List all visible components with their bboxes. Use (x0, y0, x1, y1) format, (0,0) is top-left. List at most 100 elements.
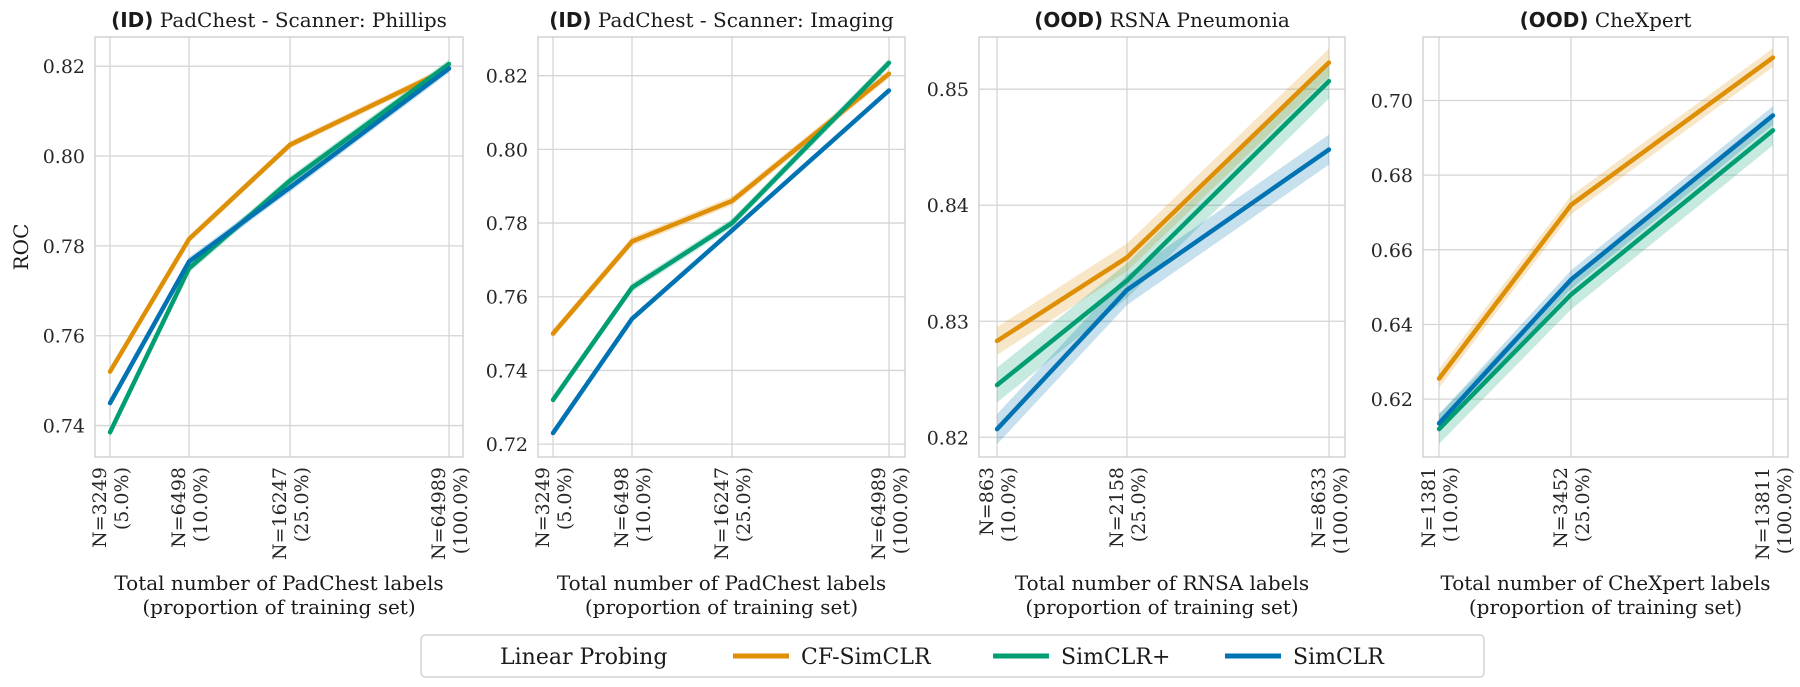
confidence-band-simclr (553, 88, 889, 436)
data-point (1436, 426, 1442, 432)
x-tick-proportion: (10.0%) (998, 467, 1020, 542)
x-tick-count: N=863 (976, 467, 998, 536)
legend-label: SimCLR+ (1061, 645, 1170, 670)
panel-4: 0.620.640.660.680.70N=1381 (10.0%) N=3452(… (1371, 8, 1796, 619)
x-tick-count: N=64989 (428, 467, 450, 560)
x-tick-proportion: (100.0%) (890, 467, 912, 554)
x-tick-proportion: (25.0%) (1128, 467, 1150, 542)
panel-title-text: CheXpert (1589, 8, 1692, 32)
x-tick-label: N=1381 (10.0%) (1418, 467, 1462, 548)
series-line-simclr+ (551, 61, 891, 402)
y-tick-label: 0.74 (43, 416, 85, 438)
plot-frame (1422, 36, 1789, 458)
x-tick-label: N=6498 (10.0%) (168, 467, 212, 548)
x-tick-proportion: (10.0%) (1440, 467, 1462, 542)
panel-3: 0.82 0.83 0.84 0.85 N=863 (10.0%) N=2158 (25.0%… (927, 8, 1352, 619)
data-point (287, 178, 293, 183)
x-tick-label: N=3452 (25.0%) (1550, 467, 1594, 548)
panel-title: (ID) PadChest - Scanner: Imaging (549, 8, 894, 32)
confidence-band-simclr+ (110, 59, 449, 437)
x-tick-proportion: (5.0%) (111, 467, 133, 530)
x-tick-count: N=64989 (868, 467, 890, 560)
data-point (1568, 292, 1574, 297)
data-point (1568, 277, 1574, 282)
x-tick-proportion: (100.0%) (1330, 467, 1352, 554)
x-tick-proportion: (10.0%) (633, 467, 655, 542)
data-point (729, 220, 735, 226)
legend-entry-simclr: SimCLR (1225, 645, 1385, 670)
x-tick-label: N=863 (10.0%) (976, 467, 1020, 542)
data-point (1124, 278, 1130, 283)
legend-entry-simclr+: SimCLR+ (993, 645, 1170, 670)
x-tick-count: N=2158 (1106, 467, 1128, 548)
data-point (629, 239, 635, 244)
y-tick-label: 0.76 (486, 287, 528, 309)
x-tick-label: N=3249 (5.0%) (532, 467, 576, 548)
panel-title: (OOD) RSNA Pneumonia (1034, 8, 1290, 32)
series-line-simclr (108, 66, 451, 405)
legend-label: SimCLR (1293, 645, 1385, 670)
series-line-cf-simclr (551, 72, 891, 336)
data-point (1326, 60, 1332, 65)
x-tick-proportion: (100.0%) (1774, 467, 1796, 554)
confidence-band-simclr (110, 63, 449, 408)
x-tick-count: N=1381 (1418, 467, 1440, 548)
confidence-band-cf-simclr (997, 48, 1329, 355)
y-tick-label: 0.83 (927, 311, 969, 333)
panel-title-text: PadChest - Scanner: Imaging (592, 8, 894, 32)
panel-title-prefix: (OOD) (1034, 8, 1103, 32)
series-line-cf-simclr (1437, 55, 1775, 380)
x-tick-count: N=16247 (711, 467, 733, 560)
y-tick-label: 0.80 (486, 139, 528, 161)
series-line-cf-simclr (108, 66, 450, 373)
plot-frame (537, 36, 906, 458)
data-point (186, 259, 192, 264)
data-point (1124, 287, 1130, 293)
data-point (886, 60, 892, 65)
x-tick-count: N=13811 (1752, 467, 1774, 560)
x-tick-proportion: (25.0%) (1572, 467, 1594, 542)
data-point (1770, 113, 1776, 118)
panel-title: (ID) PadChest - Scanner: Phillips (111, 8, 447, 32)
x-axis-sublabel: (proportion of training set) (1025, 595, 1298, 619)
data-point (1436, 421, 1442, 426)
legend-entry-cf-simclr: CF-SimCLR (733, 645, 932, 670)
panel-title-prefix: (ID) (549, 8, 591, 32)
x-tick-label: N=8633 (100.0%) (1308, 467, 1352, 554)
data-point (629, 316, 635, 322)
data-point (1326, 147, 1332, 152)
legend-label: CF-SimCLR (801, 645, 932, 670)
data-point (446, 66, 452, 71)
data-point (1568, 202, 1574, 208)
panel-title-text: PadChest - Scanner: Phillips (153, 8, 447, 32)
data-point (550, 397, 556, 403)
x-axis-label: Total number of CheXpert labels (1440, 571, 1770, 595)
data-point (886, 71, 892, 77)
panel-1: 0.740.760.780.800.82N=3249 (5.0%) N=6498 (1… (9, 8, 472, 619)
panel-title-prefix: (ID) (111, 8, 153, 32)
y-tick-label: 0.70 (1371, 90, 1413, 112)
x-axis-sublabel: (proportion of training set) (1469, 595, 1742, 619)
series-line-simclr+ (107, 62, 451, 434)
data-point (446, 61, 452, 67)
data-point (1770, 128, 1776, 133)
y-tick-label: 0.76 (43, 326, 85, 348)
x-tick-label: N=3249 (5.0%) (89, 467, 133, 548)
data-point (1770, 55, 1776, 60)
data-point (107, 400, 113, 406)
data-point (1124, 255, 1130, 260)
x-tick-count: N=3249 (532, 467, 554, 548)
x-tick-count: N=6498 (168, 467, 190, 548)
data-point (287, 185, 293, 190)
data-point (994, 382, 1000, 388)
y-tick-label: 0.84 (927, 195, 969, 217)
y-tick-label: 0.80 (43, 146, 85, 168)
x-tick-label: N=16247 (25.0%) (269, 467, 313, 560)
y-tick-label: 0.64 (1371, 314, 1413, 336)
data-point (1436, 376, 1442, 381)
data-point (550, 331, 556, 336)
data-point (729, 198, 735, 204)
x-tick-count: N=3452 (1550, 467, 1572, 548)
y-tick-label: 0.78 (43, 236, 85, 258)
